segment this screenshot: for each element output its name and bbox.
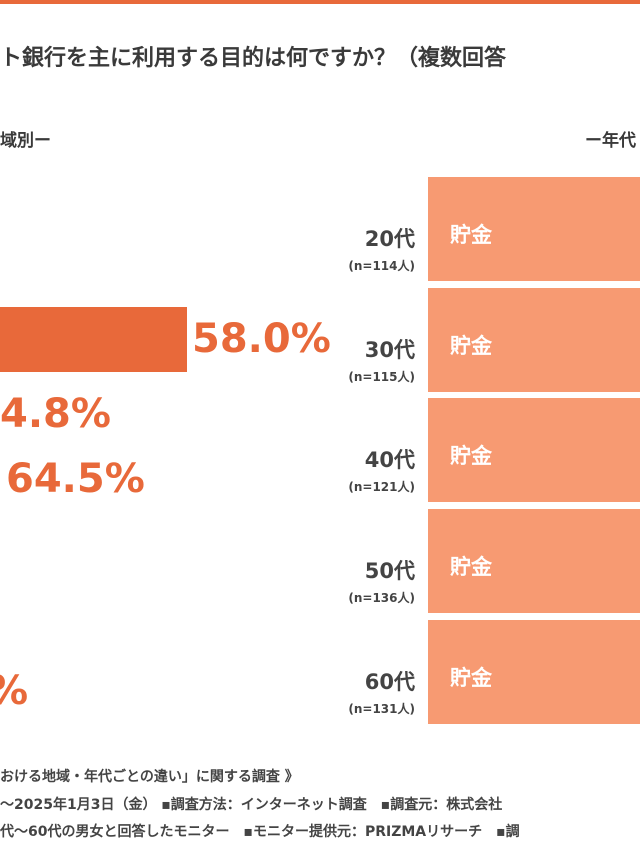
sample-size: (n=115人) bbox=[348, 369, 415, 384]
sample-size: (n=131人) bbox=[348, 701, 415, 716]
row-bar bbox=[428, 177, 640, 281]
top-rule bbox=[0, 0, 640, 4]
sample-size: (n=114人) bbox=[348, 259, 415, 273]
row-bar bbox=[428, 287, 640, 392]
age-label: 30代 bbox=[364, 337, 415, 362]
left-heading: 域別ー bbox=[0, 131, 51, 151]
row-label: 貯金 bbox=[450, 333, 492, 358]
sample-size: (n=136人) bbox=[348, 591, 415, 606]
age-label: 60代 bbox=[364, 669, 415, 694]
note: ～2025年1月3日（金） ▪調査方法：インターネット調査 ▪調査元：株式会社 bbox=[0, 797, 503, 813]
title: ト銀行を主に利用する目的は何ですか？（複数回答 bbox=[0, 46, 507, 71]
row-label: 貯金 bbox=[450, 555, 492, 580]
age-label: 20代 bbox=[364, 227, 415, 251]
right-heading: ー年代 bbox=[585, 131, 636, 151]
row-label: 貯金 bbox=[450, 223, 492, 247]
value-label: % bbox=[0, 668, 28, 714]
value-label: 58.0% bbox=[192, 316, 331, 362]
row-label: 貯金 bbox=[450, 665, 492, 690]
row-bar bbox=[428, 619, 640, 724]
row-bar bbox=[428, 509, 640, 614]
age-label: 40代 bbox=[364, 448, 415, 473]
age-label: 50代 bbox=[364, 559, 415, 584]
bar bbox=[0, 307, 187, 372]
note: おける地域・年代ごとの違い」に関する調査 》 bbox=[0, 769, 299, 785]
row-bar bbox=[428, 398, 640, 503]
sample-size: (n=121人) bbox=[348, 480, 415, 495]
note: 代～60代の男女と回答したモニター ▪モニター提供元：PRIZMAリサーチ ▪調 bbox=[0, 824, 520, 840]
value-label: 4.8% bbox=[0, 391, 111, 437]
row-label: 貯金 bbox=[450, 444, 492, 469]
value-label: 64.5% bbox=[6, 456, 145, 502]
